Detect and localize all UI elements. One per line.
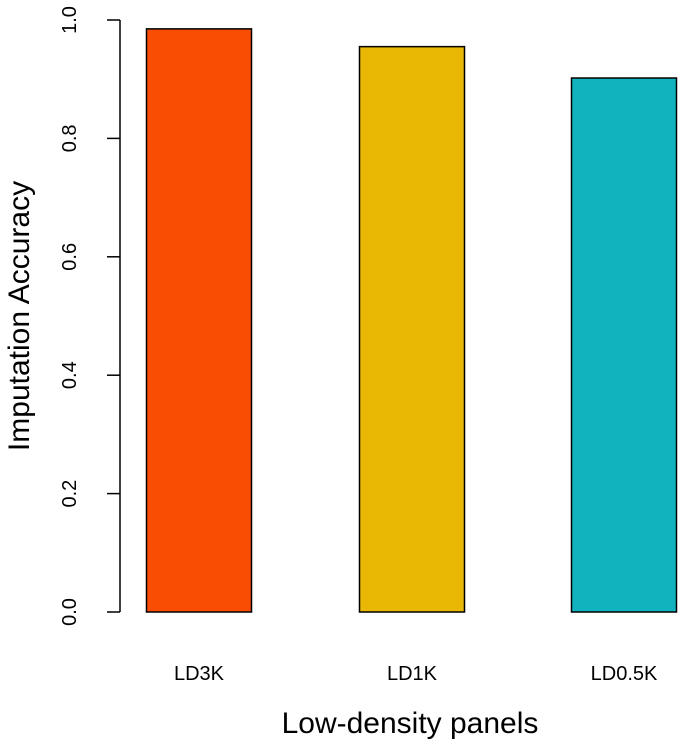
y-tick-label: 0.8	[59, 124, 81, 152]
y-tick-label: 0.4	[59, 361, 81, 389]
x-tick-labels: LD3K LD1K LD0.5K	[174, 663, 658, 685]
y-tick-label: 1.0	[59, 6, 81, 34]
x-tick-label: LD0.5K	[591, 663, 658, 685]
bars	[145, 28, 678, 613]
y-axis: 0.0 0.2 0.4 0.6 0.8 1.0	[59, 6, 121, 626]
bar-ld3k	[145, 28, 253, 613]
x-axis-title: Low-density panels	[282, 707, 539, 740]
y-tick-label: 0.6	[59, 243, 81, 271]
bar-ld1k	[358, 45, 466, 613]
y-axis-title: Imputation Accuracy	[3, 181, 36, 451]
y-tick-label: 0.0	[59, 598, 81, 626]
bar-ld0-5k	[570, 77, 678, 613]
x-tick-label: LD3K	[174, 663, 225, 685]
x-tick-label: LD1K	[387, 663, 438, 685]
y-ticks: 0.0 0.2 0.4 0.6 0.8 1.0	[59, 6, 120, 626]
y-tick-label: 0.2	[59, 480, 81, 508]
